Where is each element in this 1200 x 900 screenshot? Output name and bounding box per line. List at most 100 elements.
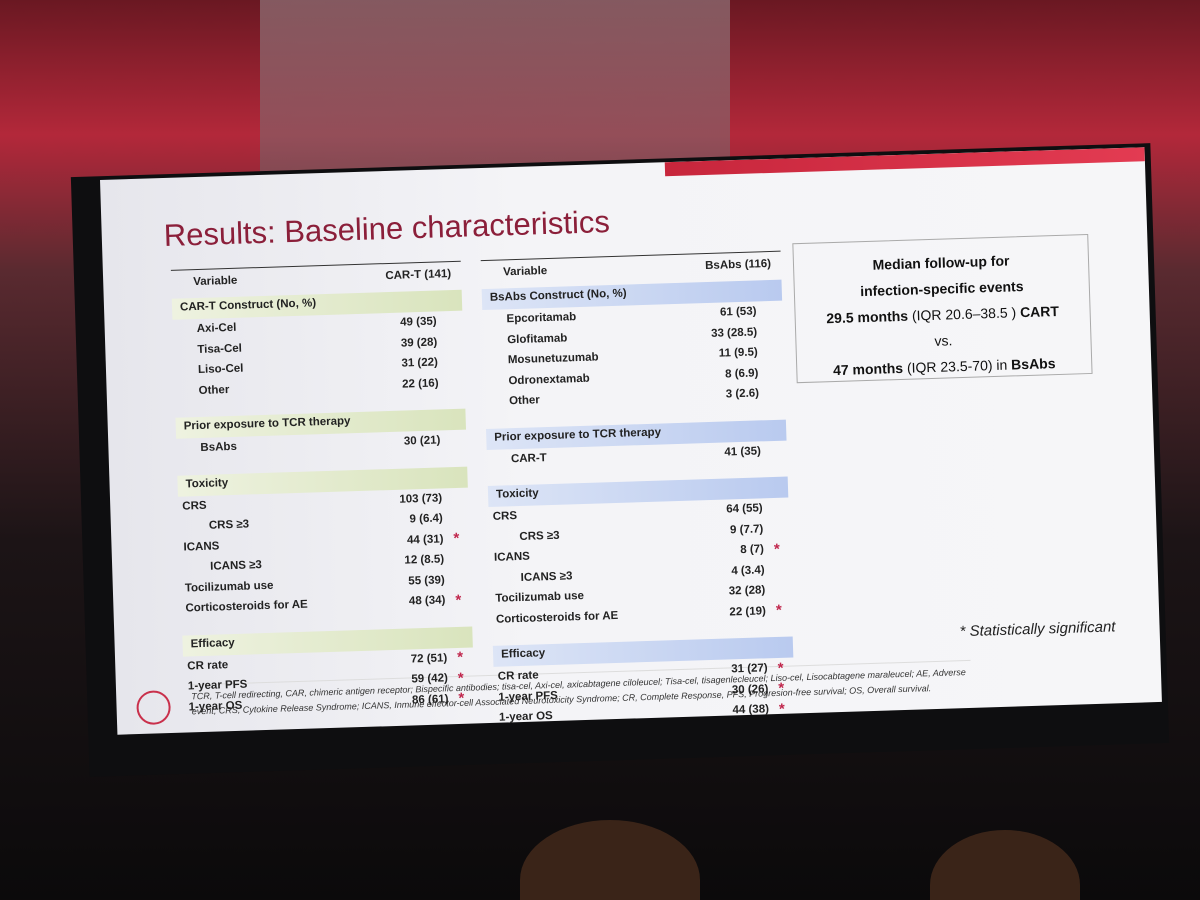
significance-mark xyxy=(440,440,466,441)
row-label: ICANS xyxy=(183,540,220,554)
row-label: Glofitamab xyxy=(507,332,568,347)
significance-mark xyxy=(765,590,791,591)
significance-mark xyxy=(437,341,463,342)
significance-mark xyxy=(444,559,470,560)
header-variable: Variable xyxy=(193,274,238,289)
significance-mark xyxy=(761,450,787,451)
row-label: Other xyxy=(198,383,230,397)
row-value: 39 (28) xyxy=(400,336,438,350)
row-value: 61 (53) xyxy=(719,305,757,319)
row-label: Corticosteroids for AE xyxy=(185,598,308,615)
row-value: 59 (42) xyxy=(411,672,449,686)
significance-mark xyxy=(758,352,784,353)
row-value: 4 (3.4) xyxy=(731,564,765,578)
row-label: ICANS ≥3 xyxy=(520,570,573,584)
row-label: CRS ≥3 xyxy=(519,529,560,543)
row-label: CRS xyxy=(182,499,207,513)
row-value: 72 (51) xyxy=(410,652,448,666)
row-label: CRS xyxy=(492,510,518,524)
row-label: CR rate xyxy=(497,669,539,683)
row-value: 33 (28.5) xyxy=(710,326,758,340)
row-value: 3 (2.6) xyxy=(725,387,760,401)
box-text: Median follow-up for xyxy=(872,252,1010,273)
box-text: (IQR 20.6–38.5 ) xyxy=(907,304,1021,324)
row-label: 1-year PFS xyxy=(187,678,248,693)
significance-mark xyxy=(756,311,782,312)
significance-mark xyxy=(439,382,465,383)
significance-mark: * xyxy=(455,591,462,609)
slide: Results: Baseline characteristics Median… xyxy=(100,147,1162,735)
row-value: 8 (6.9) xyxy=(724,367,759,381)
significance-mark xyxy=(445,579,471,580)
table-header: Variable CAR-T (141) xyxy=(170,260,462,293)
significance-mark: * xyxy=(456,649,464,667)
row-value: 55 (39) xyxy=(408,574,445,588)
row-value: 9 (7.7) xyxy=(729,523,764,537)
header-group: CAR-T (141) xyxy=(385,268,452,283)
significance-mark xyxy=(763,528,789,529)
table: Variable CAR-T (141) CAR-T Construct (No, … xyxy=(170,260,475,718)
row-label: BsAbs xyxy=(200,441,238,455)
significance-mark xyxy=(757,331,783,332)
row-value: 103 (73) xyxy=(399,492,443,506)
row-label: Tisa-Cel xyxy=(197,342,243,356)
significance-mark xyxy=(763,508,789,509)
row-label: 1-year PFS xyxy=(498,689,559,704)
row-value: 49 (35) xyxy=(400,315,437,329)
row-value: 30 (26) xyxy=(731,683,769,697)
significance-mark: * xyxy=(457,669,465,687)
significance-mark xyxy=(765,569,791,570)
box-text: infection-specific events xyxy=(859,278,1024,300)
significance-mark xyxy=(759,393,785,394)
significance-mark xyxy=(442,497,468,498)
box-text: 47 months xyxy=(832,359,904,379)
significance-mark: * xyxy=(458,690,465,708)
significance-mark: * xyxy=(453,530,460,548)
row-value: 31 (22) xyxy=(401,356,439,370)
significance-note: * Statistically significant xyxy=(959,618,1116,641)
row-label: Corticosteroids for AE xyxy=(495,609,619,626)
row-label: Other xyxy=(508,394,541,408)
row-value: 86 (61) xyxy=(411,693,449,707)
significance-mark xyxy=(437,321,463,322)
significance-mark xyxy=(758,372,784,373)
significance-mark: * xyxy=(777,659,784,677)
significance-mark xyxy=(443,518,469,519)
row-label: ICANS xyxy=(493,550,531,565)
box-text: BsAbs xyxy=(1010,355,1056,373)
row-label: CRS ≥3 xyxy=(208,518,250,532)
box-text: CART xyxy=(1019,302,1060,321)
row-value: 22 (16) xyxy=(401,377,439,391)
significance-mark: * xyxy=(775,602,783,620)
row-value: 32 (28) xyxy=(728,584,766,598)
row-label: Tocilizumab use xyxy=(184,579,274,595)
row-label: Axi-Cel xyxy=(196,322,237,336)
table-header: Variable BsAbs (116) xyxy=(480,250,782,284)
row-label: Odronextamab xyxy=(508,372,590,388)
table: Variable BsAbs (116) BsAbs Construct (No, … xyxy=(480,250,796,729)
row-value: 48 (34) xyxy=(408,594,446,608)
row-label: Mosunetuzumab xyxy=(507,351,599,367)
row-value: 22 (19) xyxy=(729,605,767,619)
followup-box: Median follow-up for infection-specific e… xyxy=(792,233,1093,384)
header-variable: Variable xyxy=(502,265,548,279)
row-value: 9 (6.4) xyxy=(409,512,443,526)
row-label: 1-year OS xyxy=(188,699,243,714)
row-value: 11 (9.5) xyxy=(718,346,758,360)
row-value: 31 (27) xyxy=(731,662,768,676)
row-value: 30 (21) xyxy=(403,434,441,448)
audience-head xyxy=(930,830,1080,900)
slide-title: Results: Baseline characteristics xyxy=(163,204,611,254)
significance-mark: * xyxy=(773,540,781,558)
box-text: (IQR 23.5-70) in xyxy=(902,356,1012,376)
logo xyxy=(136,690,172,726)
row-value: 8 (7) xyxy=(740,543,765,557)
box-text: 29.5 months xyxy=(826,307,909,327)
row-value: 12 (8.5) xyxy=(404,553,445,567)
significance-mark: * xyxy=(778,680,785,698)
row-label: CR rate xyxy=(187,658,229,673)
row-value: 41 (35) xyxy=(724,445,762,459)
header-group: BsAbs (116) xyxy=(704,257,772,273)
audience-head xyxy=(520,820,700,900)
